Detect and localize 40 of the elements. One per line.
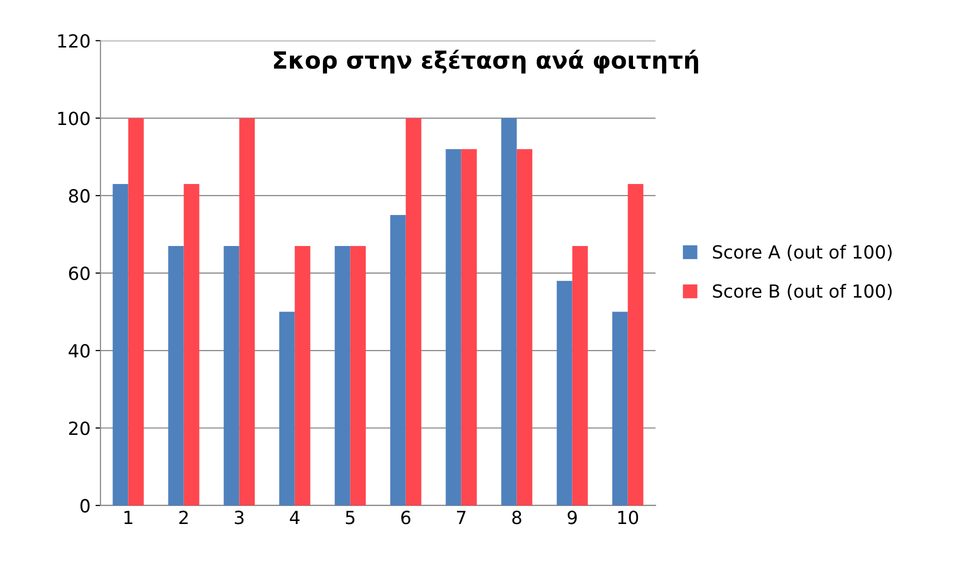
bar: [334, 246, 350, 506]
bar: [612, 312, 628, 506]
x-tick-label: 4: [290, 510, 300, 524]
x-tick-label: 6: [401, 510, 410, 524]
x-tick-label: 1: [124, 510, 132, 524]
bar: [350, 246, 366, 506]
y-tick-label: 120: [58, 34, 90, 48]
y-tick-label: 60: [69, 266, 90, 280]
chart-title: Σκορ στην εξέταση ανά φοιτητή: [274, 50, 698, 74]
bar: [390, 214, 406, 506]
legend-label: Score A (out of 100): [712, 244, 892, 261]
x-tick-label: 5: [346, 510, 354, 524]
x-tick-label: 3: [234, 510, 244, 524]
legend-label: Score B (out of 100): [712, 284, 892, 300]
y-tick-label: 0: [80, 498, 90, 513]
bar: [572, 246, 588, 506]
x-tick-label: 10: [618, 510, 638, 524]
y-tick-label: 20: [69, 421, 90, 436]
y-tick-label: 40: [68, 344, 90, 358]
bar: [224, 246, 240, 506]
y-tick-label: 100: [58, 112, 90, 126]
bar: [279, 312, 295, 506]
bar: [406, 118, 422, 506]
bar: [516, 149, 532, 506]
x-tick-label: 8: [512, 510, 522, 524]
bar: [239, 118, 255, 506]
bar: [446, 149, 462, 506]
bar: [294, 246, 310, 506]
bar: [112, 184, 128, 506]
bar: [501, 118, 517, 506]
bar: [628, 184, 644, 506]
bar: [168, 246, 184, 506]
y-tick-label: 80: [69, 189, 90, 203]
bar: [556, 280, 572, 506]
bar: [461, 149, 477, 506]
x-tick-label: 7: [457, 510, 466, 524]
x-tick-label: 9: [568, 510, 577, 524]
bar: [184, 184, 200, 506]
x-tick-label: 2: [179, 510, 188, 524]
bar: [128, 118, 144, 506]
